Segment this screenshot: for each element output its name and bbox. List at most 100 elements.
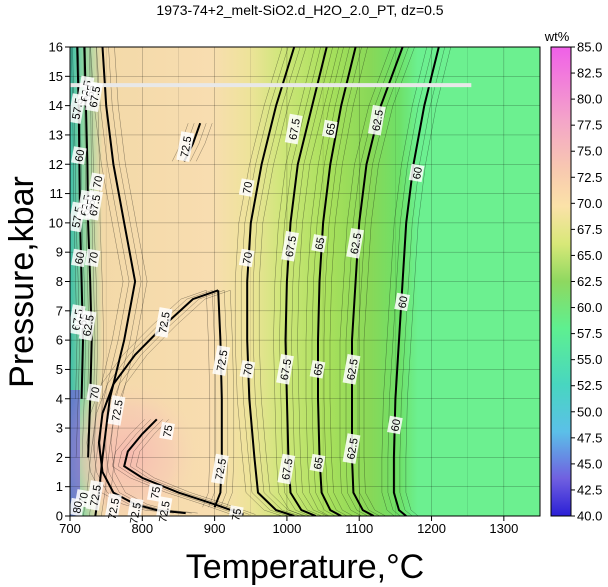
colorbar-label: wt% [544, 29, 570, 44]
colorbar-tick-label: 60.0 [577, 300, 602, 315]
contour-label: 72.5 [154, 307, 173, 338]
contour-label: 75 [227, 505, 244, 524]
contour-minor-line [291, 47, 333, 516]
contour-minor-line [241, 47, 289, 516]
contour-label: 65 [321, 119, 338, 139]
contour-label: 72.5 [212, 345, 231, 376]
contour-label-bg [159, 421, 175, 441]
contour-label: 70 [86, 383, 103, 403]
colorbar-tick-label: 80.0 [577, 92, 602, 107]
colorbar-tick-label: 62.5 [577, 274, 602, 289]
colorbar-tick-label: 72.5 [577, 170, 602, 185]
contour-label: 60 [408, 163, 425, 183]
colorbar-tick-label: 47.5 [577, 430, 602, 445]
contour-label-bg [284, 113, 303, 145]
contour-label-text: 70 [242, 362, 256, 376]
contour-label-bg [68, 497, 85, 517]
y-tick-label: 4 [56, 391, 63, 406]
x-tick-label: 800 [131, 521, 153, 536]
y-tick-label: 14 [49, 98, 63, 113]
colorbar-tick-label: 52.5 [577, 378, 602, 393]
y-tick-label: 15 [49, 69, 63, 84]
colorbar-tick-label: 75.0 [577, 144, 602, 159]
colorbar-tick-label: 77.5 [577, 118, 602, 133]
y-tick-label: 11 [50, 186, 64, 201]
colorbar-tick-label: 65.0 [577, 248, 602, 263]
contour-labels: 57.56062.56567.57072.557.562.56567.56070… [67, 75, 425, 529]
x-tick-label: 900 [204, 521, 226, 536]
contour-minor-line [129, 419, 250, 515]
contour-minor-line [111, 419, 232, 515]
contour-label-text: 62.5 [81, 314, 97, 337]
contour-label-text: 72.5 [214, 458, 230, 481]
contour-minor-line [220, 290, 228, 508]
y-tick-label: 7 [56, 303, 63, 318]
y-tick-label: 3 [56, 421, 63, 436]
contour-minor-line [226, 290, 234, 508]
contour-label-text: 65 [312, 456, 326, 470]
y-tick-label: 10 [49, 215, 63, 230]
contour-label-bg [125, 497, 144, 529]
contour-label-text: 62.5 [345, 358, 361, 381]
contour-minor-line [311, 47, 350, 516]
contour-label-bg [238, 248, 255, 268]
contour-label: 72.5 [176, 131, 194, 162]
contour-minor-line [208, 290, 216, 508]
contour-label-text: 75 [162, 424, 176, 438]
contour-label-text: 60 [73, 251, 87, 265]
contour-label-bg [227, 505, 244, 524]
x-tick-label: 1000 [272, 521, 301, 536]
contour-label-bg [321, 119, 338, 139]
contour-label-bg [89, 172, 105, 191]
contour-label-text: 80 [71, 500, 85, 514]
contour-label-text: 67.5 [88, 194, 104, 217]
contour-minor-line [297, 47, 339, 516]
colorbar-tick-label: 67.5 [577, 222, 602, 237]
contour-label: 75 [159, 421, 176, 441]
contour-label: 67.5 [85, 81, 104, 113]
plot-area: 57.56062.56567.57072.557.562.56567.56070… [67, 46, 541, 529]
contour-label: 60 [387, 415, 403, 435]
contour-label-bg [85, 81, 104, 113]
contour-minor-line [387, 47, 433, 516]
colorbar-tick-label: 55.0 [577, 352, 602, 367]
contour-label-bg [154, 307, 173, 338]
contour-label-text: 70 [92, 175, 106, 189]
contour-label: 65 [311, 234, 327, 253]
contour-label-bg [146, 483, 163, 502]
y-tick-label: 9 [56, 245, 63, 260]
y-tick-label: 12 [49, 157, 63, 172]
contour-minor-line [190, 123, 207, 162]
colorbar-tick-label: 45.0 [577, 456, 602, 471]
contour-label-bg [71, 248, 87, 268]
contour-label-bg [71, 146, 87, 165]
contour-label-text: 70 [241, 181, 255, 195]
contour-label-text: 62.5 [371, 109, 387, 132]
contour-label-bg [84, 248, 101, 268]
contour-minor-line [110, 290, 231, 514]
contour-label-bg [86, 383, 102, 403]
contour-minor-line [363, 47, 415, 516]
contour-minor-line [381, 47, 427, 516]
contour-label-text: 72.5 [89, 484, 105, 507]
contour-minor-line [329, 47, 368, 516]
colorbar-tick-label: 57.5 [577, 326, 602, 341]
contour-label-bg [107, 395, 126, 426]
x-tick-label: 1300 [489, 521, 518, 536]
y-tick-label: 2 [56, 450, 63, 465]
contour-label: 70 [238, 248, 255, 268]
contour-label-text: 72.5 [110, 399, 126, 422]
colorbar-tick-label: 70.0 [577, 196, 602, 211]
contour-line-60 [392, 47, 440, 516]
contour-label-bg [276, 354, 294, 385]
contour-minor-line [196, 123, 213, 162]
contour-label: 67.5 [277, 453, 296, 485]
contour-label-text: 60 [397, 295, 411, 309]
contour-minor-line [101, 47, 142, 516]
contour-label-bg [85, 480, 104, 511]
contour-line-75 [123, 418, 244, 516]
contour-minor-line [345, 47, 397, 516]
contour-label-text: 60 [73, 149, 87, 163]
colorbar: wt% 40.0 42.5 45.0 47.5 50.0 52.5 55.0 57.5 60.0… [544, 29, 603, 524]
contour-line-65 [317, 47, 357, 516]
